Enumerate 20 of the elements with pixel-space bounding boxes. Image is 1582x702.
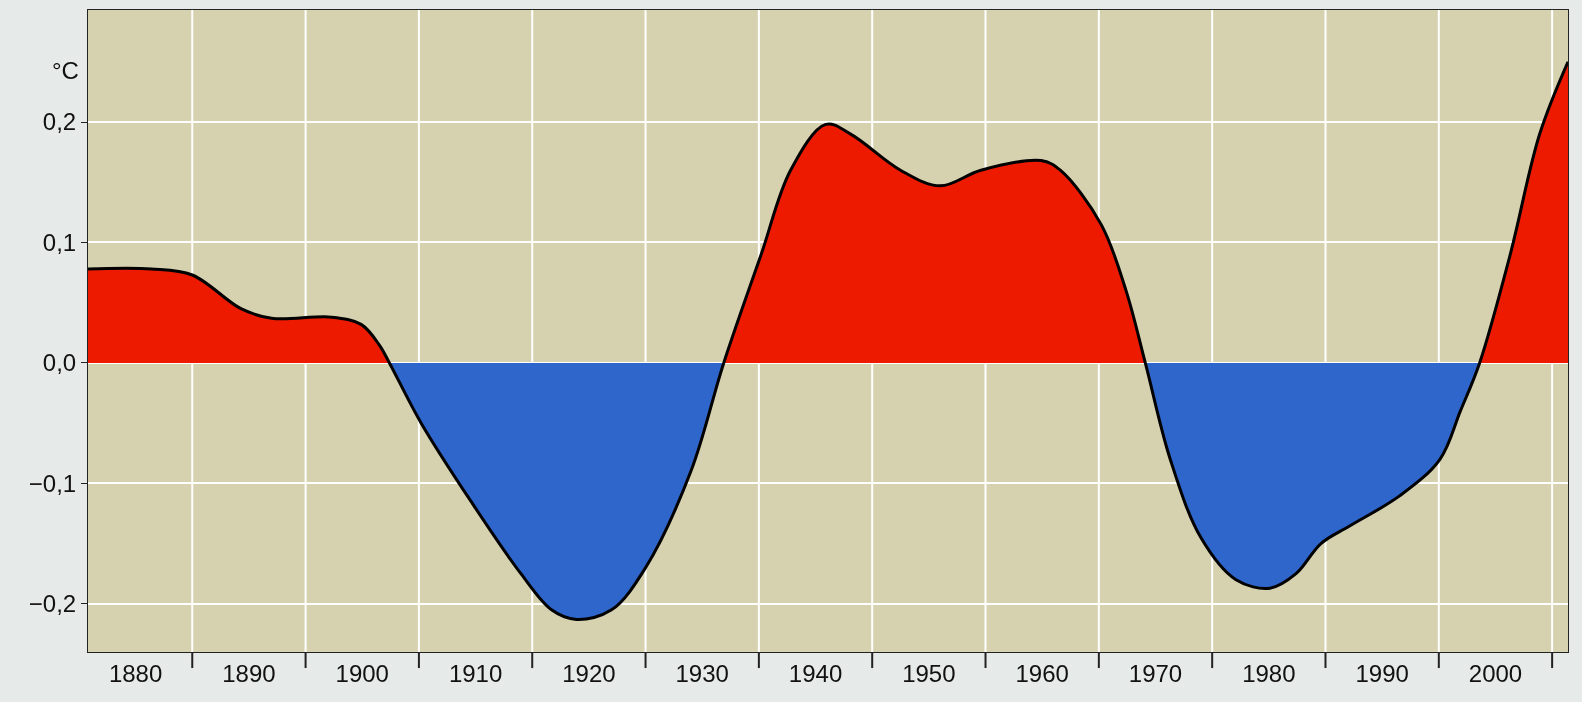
x-tick-label: 1990: [1355, 659, 1409, 687]
x-tick-label: 1900: [335, 659, 389, 687]
y-tick-label: 0,0: [42, 349, 77, 377]
x-tick-label: 1950: [902, 659, 956, 687]
x-tick-label: 1930: [675, 659, 729, 687]
x-tick-label: 1890: [222, 659, 276, 687]
line-series: [88, 60, 1568, 622]
x-tick-label: 1880: [108, 659, 163, 687]
x-tick-label: 2000: [1468, 659, 1523, 687]
y-tick-label: −0,1: [28, 469, 77, 497]
x-tick-label: 1910: [448, 659, 503, 687]
x-tick-label: 1960: [1015, 659, 1069, 687]
x-tick-label: 1970: [1128, 659, 1183, 687]
x-tick-label: 1940: [788, 659, 843, 687]
y-tick-label: −0,2: [28, 590, 77, 618]
y-tick-label: 0,2: [42, 108, 77, 136]
y-tick-label: 0,1: [42, 228, 77, 256]
y-axis-title: °C: [52, 57, 79, 84]
x-tick-label: 1920: [562, 659, 616, 687]
x-tick-label: 1980: [1242, 659, 1296, 687]
